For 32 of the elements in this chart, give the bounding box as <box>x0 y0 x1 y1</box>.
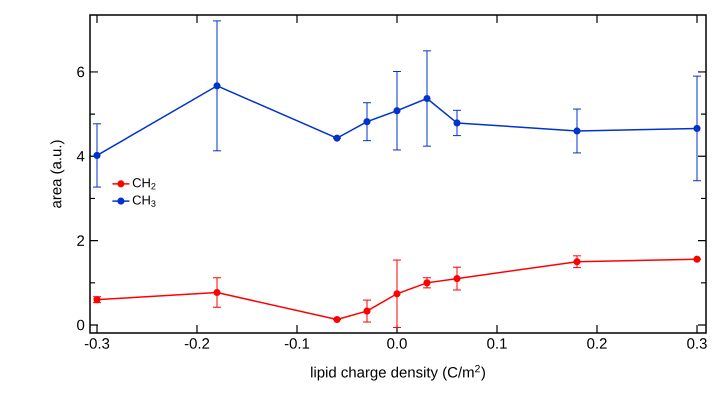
x-tick-label: 0.3 <box>687 338 707 349</box>
legend-label: CH$_{2}$ <box>132 178 156 190</box>
point <box>573 258 581 266</box>
point <box>423 279 431 286</box>
point <box>693 124 701 132</box>
legend-label: CH$_{3}$ <box>132 195 156 207</box>
x-tick-label: 0.2 <box>587 338 607 349</box>
point <box>213 82 221 90</box>
point <box>213 288 221 296</box>
x-tick-label: -0.3 <box>84 338 110 349</box>
y-axis-title: area (a.u.) <box>50 140 64 208</box>
x-tick-label: 0.0 <box>387 338 407 349</box>
x-tick-label: 0.1 <box>487 338 507 349</box>
x-tick-label: -0.2 <box>184 338 210 349</box>
y-tick-label: 0 <box>77 320 84 330</box>
point <box>363 308 371 315</box>
x-axis-title: lipid charge density (C/m$^{2}$) <box>311 364 485 381</box>
point <box>93 152 101 159</box>
point <box>393 290 401 298</box>
point <box>423 94 431 102</box>
point <box>453 275 461 282</box>
point <box>573 127 581 135</box>
point <box>363 118 371 126</box>
y-tick-label: 4 <box>76 151 84 162</box>
y-tick-label: 6 <box>77 66 84 78</box>
point <box>333 134 341 142</box>
point <box>693 256 701 263</box>
y-tick-label: 2 <box>77 235 84 246</box>
x-tick-label: -0.1 <box>284 338 310 349</box>
point <box>453 119 461 127</box>
point <box>393 107 401 114</box>
point <box>333 316 341 324</box>
